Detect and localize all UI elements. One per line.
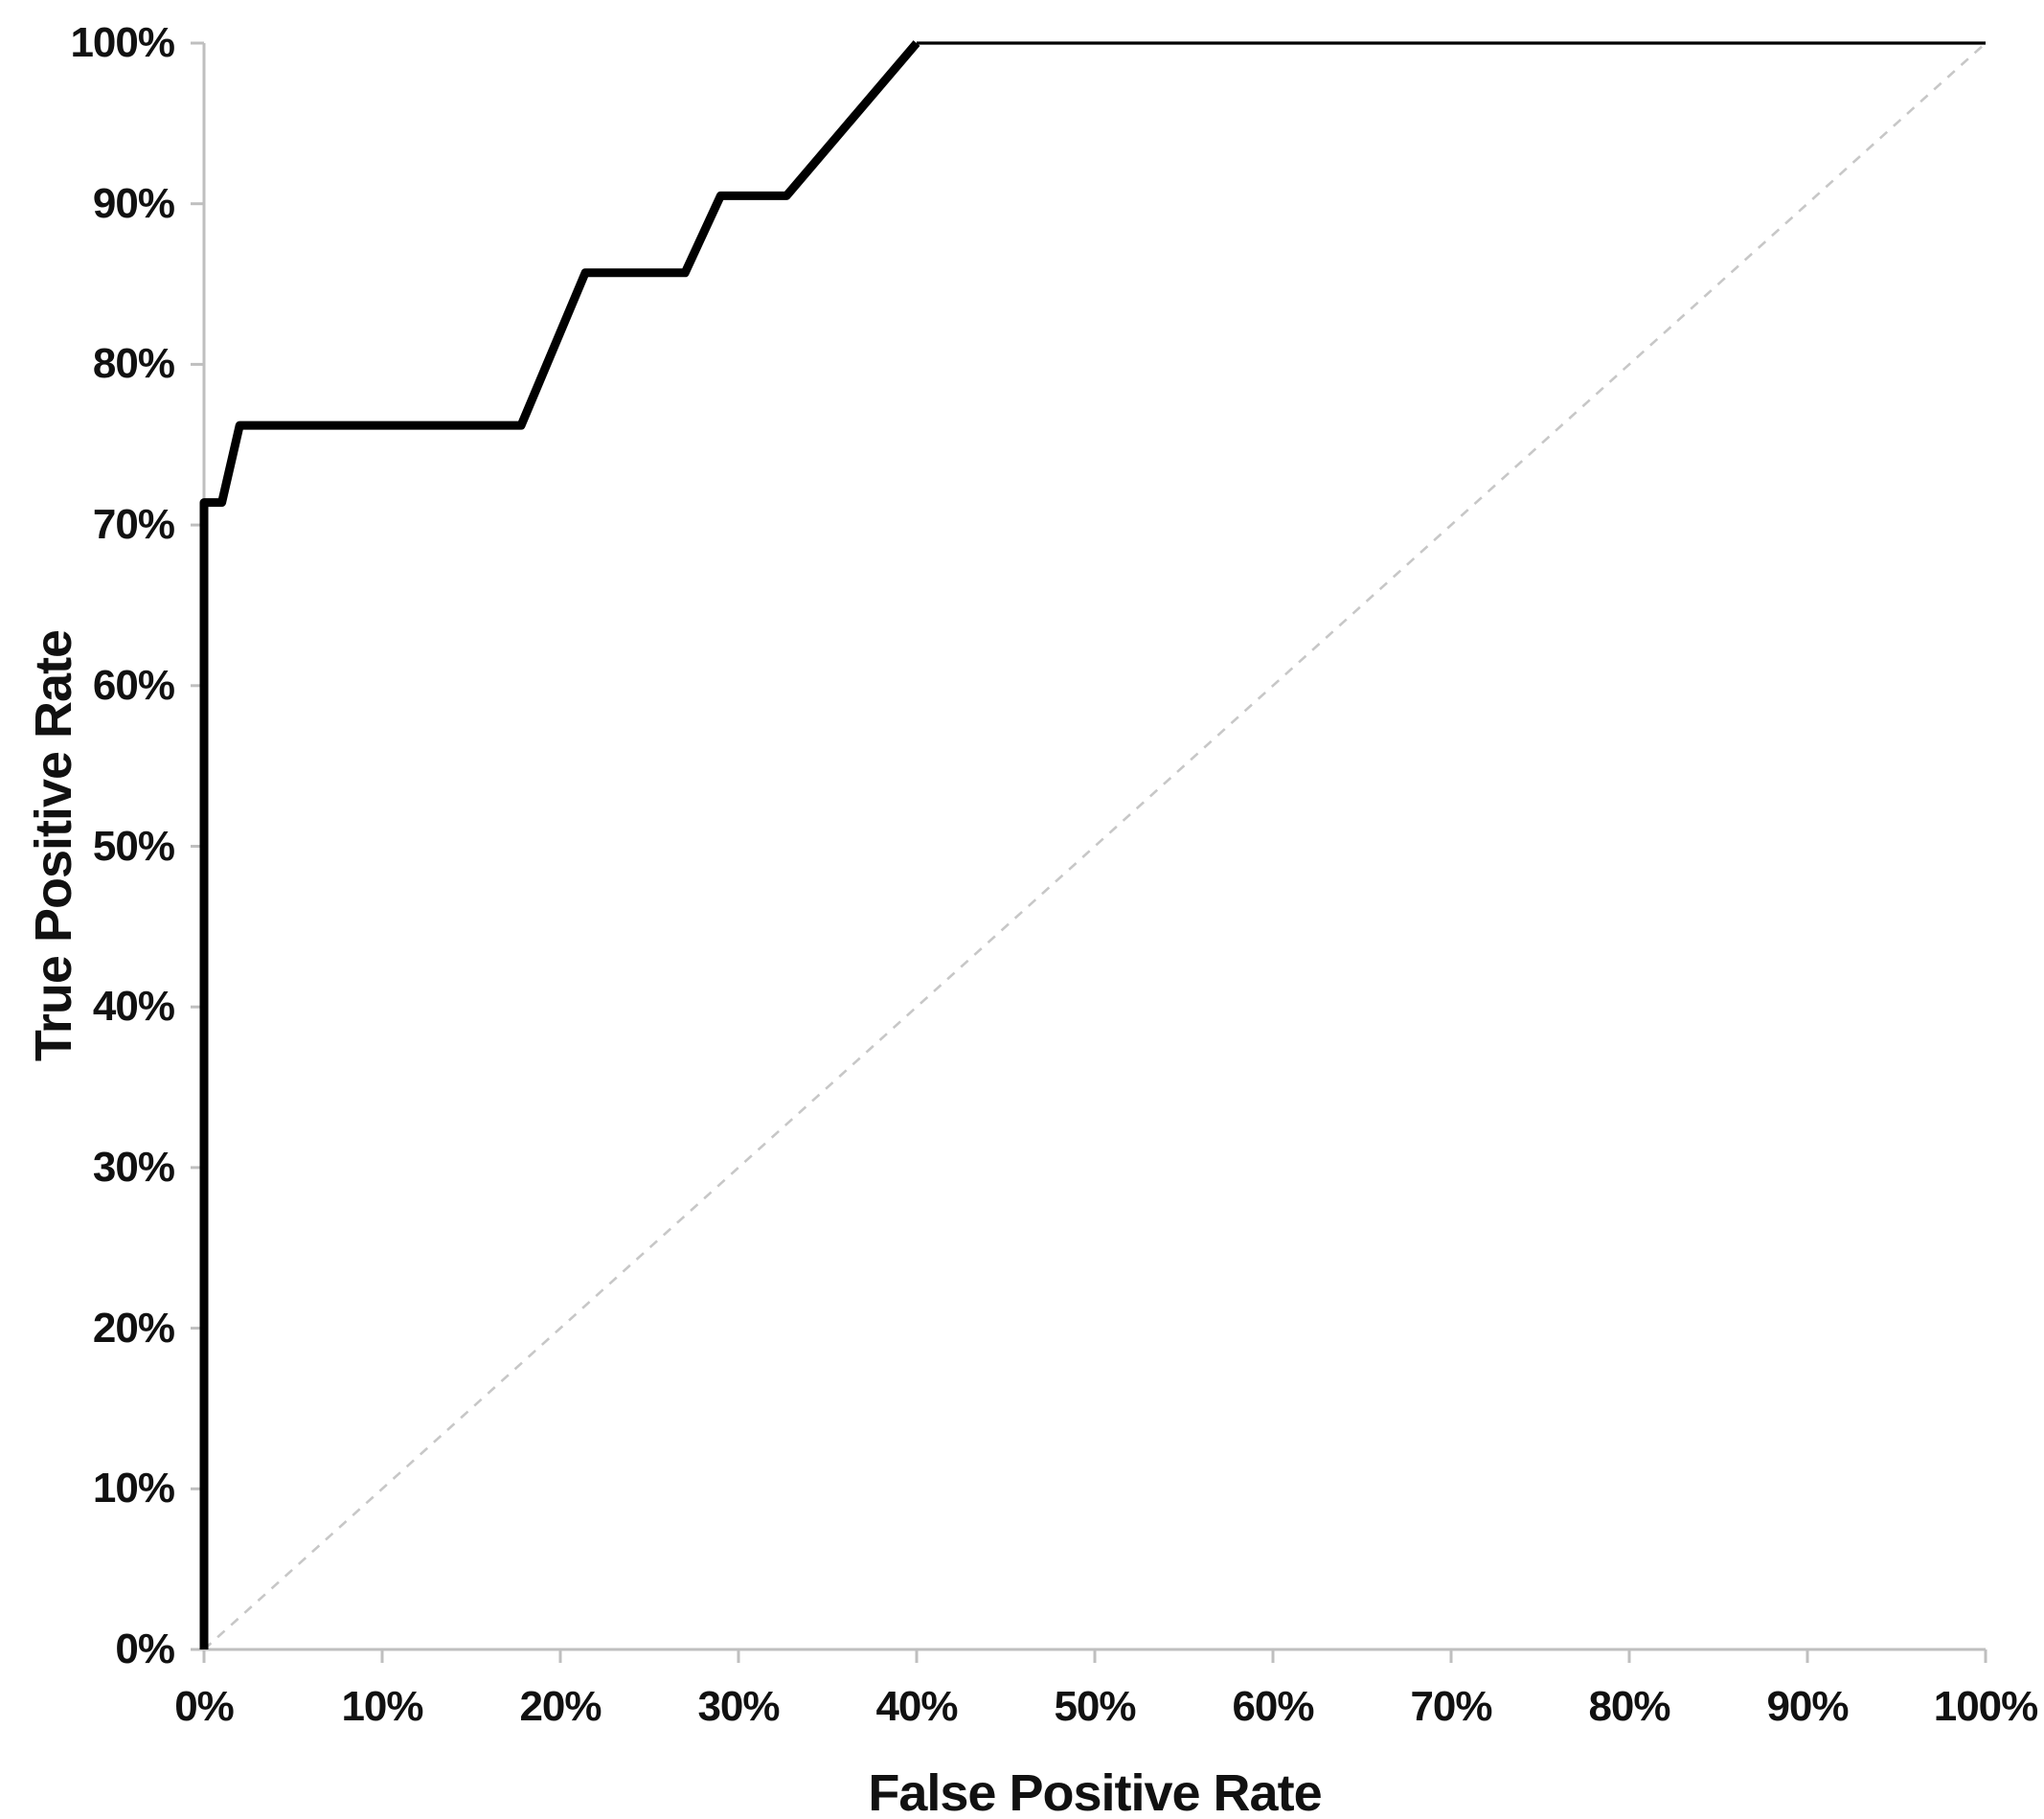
y-tick-label-90%: 90% <box>92 179 175 227</box>
x-tick-label-10%: 10% <box>341 1683 423 1730</box>
x-axis-title: False Positive Rate <box>868 1764 1322 1819</box>
x-tick-label-40%: 40% <box>875 1683 958 1730</box>
x-tick-label-80%: 80% <box>1588 1683 1670 1730</box>
y-tick-label-60%: 60% <box>92 661 175 709</box>
y-tick-label-50%: 50% <box>92 822 175 870</box>
y-tick-label-10%: 10% <box>92 1465 175 1512</box>
x-tick-label-70%: 70% <box>1410 1683 1492 1730</box>
y-tick-label-80%: 80% <box>92 340 175 388</box>
roc-curve-line <box>199 40 920 1649</box>
y-tick-label-20%: 20% <box>92 1304 175 1352</box>
x-tick-label-0%: 0% <box>174 1683 235 1730</box>
y-tick-label-70%: 70% <box>92 501 175 549</box>
chance-diagonal-line <box>203 42 1987 1650</box>
y-axis-title: True Positive Rate <box>25 629 82 1062</box>
x-tick-label-50%: 50% <box>1054 1683 1136 1730</box>
y-tick-label-40%: 40% <box>92 983 175 1031</box>
x-tick-label-30%: 30% <box>697 1683 780 1730</box>
x-tick-label-100%: 100% <box>1933 1683 2039 1730</box>
y-tick-label-30%: 30% <box>92 1143 175 1191</box>
x-tick-label-20%: 20% <box>519 1683 602 1730</box>
y-tick-label-0%: 0% <box>115 1626 175 1672</box>
y-tick-label-100%: 100% <box>70 19 175 66</box>
x-tick-label-90%: 90% <box>1766 1683 1849 1730</box>
x-tick-label-60%: 60% <box>1232 1683 1314 1730</box>
